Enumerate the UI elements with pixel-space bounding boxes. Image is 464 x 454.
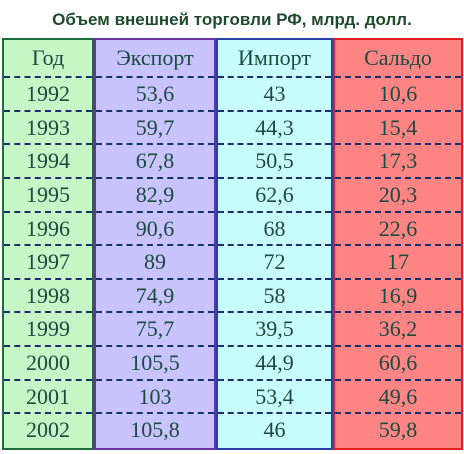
table-cell: 105,5: [96, 347, 214, 381]
table-cell: 74,9: [96, 280, 214, 314]
table-column: Экспорт 53,6 59,7 67,8 82,9 90,6 89 74,9 75,7 105…: [94, 38, 216, 450]
table-cell: 43: [218, 78, 331, 112]
header-cell: Сальдо: [335, 40, 461, 78]
table-cell: 1993: [4, 112, 92, 146]
table-cell: 53,4: [218, 381, 331, 415]
table-cell: 62,6: [218, 179, 331, 213]
table-cell: 44,9: [218, 347, 331, 381]
table-cell: 22,6: [335, 213, 461, 247]
table-cell: 2000: [4, 347, 92, 381]
table-cell: 72: [218, 246, 331, 280]
table-cell: 1998: [4, 280, 92, 314]
table-cell: 39,5: [218, 313, 331, 348]
table-cell: 90,6: [96, 213, 214, 247]
table-cell: 1997: [4, 246, 92, 280]
table-cell: 2001: [4, 381, 92, 415]
table-cell: 75,7: [96, 313, 214, 348]
table-title: Объем внешней торговли РФ, млрд. долл.: [52, 10, 412, 29]
table-cell: 15,4: [335, 112, 461, 146]
table-cell: 59,8: [378, 417, 418, 443]
table-cell: 17,3: [335, 145, 461, 179]
table-cell: 49,6: [335, 381, 461, 415]
table-cell: 10,6: [335, 78, 461, 112]
table-cell: 1992: [4, 78, 92, 112]
header-cell: Импорт: [218, 40, 331, 78]
table-cell: 2002: [26, 417, 70, 443]
table-cell: 46: [263, 417, 286, 443]
table-cell: 50,5: [218, 145, 331, 179]
table-column: Сальдо 10,6 15,4 17,3 20,3 22,6 17 16,9 36,2 60,6…: [333, 38, 463, 450]
table-cell: 89: [96, 246, 214, 280]
table-cell: 17: [335, 246, 461, 280]
table-cell: 1994: [4, 145, 92, 179]
table-cell: 82,9: [96, 179, 214, 213]
table-column: Год 1992 1993 1994 1995 1996 1997 1998 1999 2000 2…: [2, 38, 94, 450]
table-cell: 1999: [4, 313, 92, 348]
table-cell: 20,3: [335, 179, 461, 213]
table-cell: 36,2: [335, 313, 461, 348]
table-cell: 59,7: [96, 112, 214, 146]
table-cell: 1996: [4, 213, 92, 247]
table-cell: 68: [218, 213, 331, 247]
table-column: Импорт 43 44,3 50,5 62,6 68 72 58 39,5 44,9 53,4 46: [216, 38, 333, 450]
table-cell: 103: [96, 381, 214, 415]
table-cell: 1995: [4, 179, 92, 213]
table-cell: 60,6: [335, 347, 461, 381]
table-cell: 44,3: [218, 112, 331, 146]
table-cell: 16,9: [335, 280, 461, 314]
table-cell: 105,8: [130, 417, 180, 443]
header-cell: Экспорт: [96, 40, 214, 78]
header-cell: Год: [4, 40, 92, 78]
table-cell: 67,8: [96, 145, 214, 179]
table-cell: 53,6: [96, 78, 214, 112]
table-cell: 58: [218, 280, 331, 314]
